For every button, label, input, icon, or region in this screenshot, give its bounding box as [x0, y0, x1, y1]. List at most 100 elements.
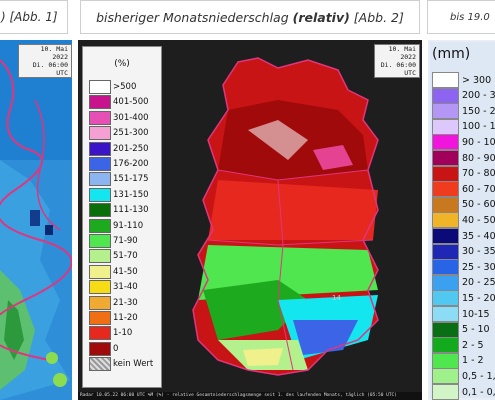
tab-map-2-suffix: [Abb. 2]	[349, 9, 404, 25]
legend-swatch	[432, 259, 459, 276]
legend-swatch	[432, 384, 459, 400]
legend-swatch	[432, 274, 459, 291]
legend-label: 200 - 3	[462, 90, 495, 102]
legend-swatch	[89, 249, 111, 264]
legend-swatch	[432, 212, 459, 229]
legend-swatch	[432, 321, 459, 338]
legend-label: 1 - 2	[462, 355, 484, 367]
legend-label: 25 - 30	[462, 261, 495, 273]
map-left-graphic	[0, 40, 72, 400]
legend-row: 0,1 - 0,	[432, 384, 495, 400]
legend-label: 90 - 10	[462, 136, 495, 148]
legend-row: 71-90	[89, 234, 138, 248]
legend-label: kein Wert	[113, 359, 154, 370]
legend-row: 40 - 50	[432, 212, 495, 229]
tab-map-2-prefix: bisheriger Monatsniederschlag	[96, 9, 293, 25]
legend-row: 0	[89, 341, 119, 356]
tab-map-1[interactable]: ) [Abb. 1]	[0, 0, 68, 34]
legend-label: 41-50	[113, 266, 138, 277]
legend-row: 176-200	[89, 157, 149, 171]
legend-row: 25 - 30	[432, 259, 495, 276]
legend-label: 31-40	[113, 282, 138, 293]
tab-map-3[interactable]: bis 19.0	[427, 0, 495, 34]
map-relative-date-line2: Di. 06:00 UTC	[380, 61, 416, 77]
legend-swatch	[432, 290, 459, 307]
legend-label: 401-500	[113, 97, 149, 108]
legend-label: 21-30	[113, 297, 138, 308]
legend-label: 0	[113, 343, 119, 354]
legend-row: 1 - 2	[432, 352, 484, 369]
legend-label: 20 - 25	[462, 277, 495, 289]
legend-label: 2 - 5	[462, 339, 484, 351]
legend-swatch	[432, 118, 459, 135]
legend-swatch	[89, 203, 111, 218]
legend-label: 176-200	[113, 159, 149, 169]
legend-row: 35 - 40	[432, 228, 495, 244]
tab-map-2-bold: (relativ)	[292, 9, 350, 25]
legend-swatch	[432, 352, 459, 369]
tab-map-2[interactable]: bisheriger Monatsniederschlag (relativ) …	[80, 0, 420, 34]
legend-swatch	[89, 157, 111, 171]
legend-swatch	[89, 264, 111, 279]
legend-label: 10-15	[462, 308, 490, 320]
legend-swatch	[89, 357, 111, 372]
legend-swatch	[89, 341, 111, 356]
legend-row: 60 - 70	[432, 181, 495, 198]
legend-swatch	[89, 126, 111, 141]
legend-label: 71-90	[113, 236, 138, 246]
legend-label: 35 - 40	[462, 230, 495, 242]
legend-swatch	[89, 141, 111, 156]
legend-label: 100 - 1	[462, 121, 495, 133]
legend-row: 5 - 10	[432, 321, 490, 338]
legend-row: 80 - 90	[432, 150, 495, 166]
legend-label: 301-400	[113, 112, 149, 123]
legend-label: 50 - 60	[462, 199, 495, 211]
legend-row: 200 - 3	[432, 87, 495, 104]
legend-swatch	[432, 306, 459, 322]
legend-row: 50 - 60	[432, 196, 495, 213]
legend-row: 91-110	[89, 218, 143, 233]
tab-map-1-label: ) [Abb. 1]	[1, 10, 58, 24]
legend-row: 131-150	[89, 187, 149, 202]
legend-row: 1-10	[89, 326, 132, 341]
legend-row: 21-30	[89, 295, 138, 310]
legend-row: 41-50	[89, 264, 138, 279]
legend-unit-percent: (%)	[114, 59, 130, 69]
legend-row: 11-20	[89, 311, 138, 325]
legend-row: 2 - 5	[432, 337, 484, 354]
precipitation-map-relative: 14 (%) >500 401-500 301-400 251-300 201-250 1…	[78, 40, 422, 400]
legend-swatch	[89, 172, 111, 187]
map-region-label: 14	[332, 294, 341, 302]
legend-label: 0,1 - 0,	[462, 386, 495, 398]
legend-label: 40 - 50	[462, 214, 495, 226]
legend-swatch	[432, 196, 459, 213]
legend-label: 60 - 70	[462, 183, 495, 195]
legend-swatch	[89, 295, 111, 310]
legend-row: 31-40	[89, 280, 138, 295]
legend-swatch	[89, 234, 111, 248]
tab-map-3-label: bis 19.0	[450, 11, 490, 23]
legend-label: 51-70	[113, 251, 138, 262]
legend-row: 30 - 35	[432, 243, 495, 260]
legend-unit-mm: (mm)	[432, 46, 471, 62]
legend-row: 15 - 20	[432, 290, 495, 307]
legend-row: 401-500	[89, 95, 149, 110]
legend-swatch	[432, 368, 459, 385]
map-left-date-line1: 10. Mai 2022	[40, 45, 68, 61]
legend-swatch	[432, 337, 459, 354]
map-left-date: 10. Mai 2022 Di. 06:00 UTC	[18, 44, 72, 78]
legend-swatch	[89, 187, 111, 202]
legend-label: 15 - 20	[462, 292, 495, 304]
legend-swatch	[432, 150, 459, 166]
legend-label: 150 - 2	[462, 105, 495, 117]
legend-swatch	[432, 243, 459, 260]
legend-row: 100 - 1	[432, 118, 495, 135]
legend-row: 251-300	[89, 126, 149, 141]
legend-label: 80 - 90	[462, 152, 495, 164]
precipitation-map-left: 10. Mai 2022 Di. 06:00 UTC	[0, 40, 72, 400]
legend-swatch	[89, 311, 111, 325]
legend-row: 151-175	[89, 172, 149, 187]
legend-label: 0,5 - 1,0	[462, 370, 495, 382]
legend-swatch	[432, 228, 459, 244]
legend-swatch	[432, 103, 459, 120]
